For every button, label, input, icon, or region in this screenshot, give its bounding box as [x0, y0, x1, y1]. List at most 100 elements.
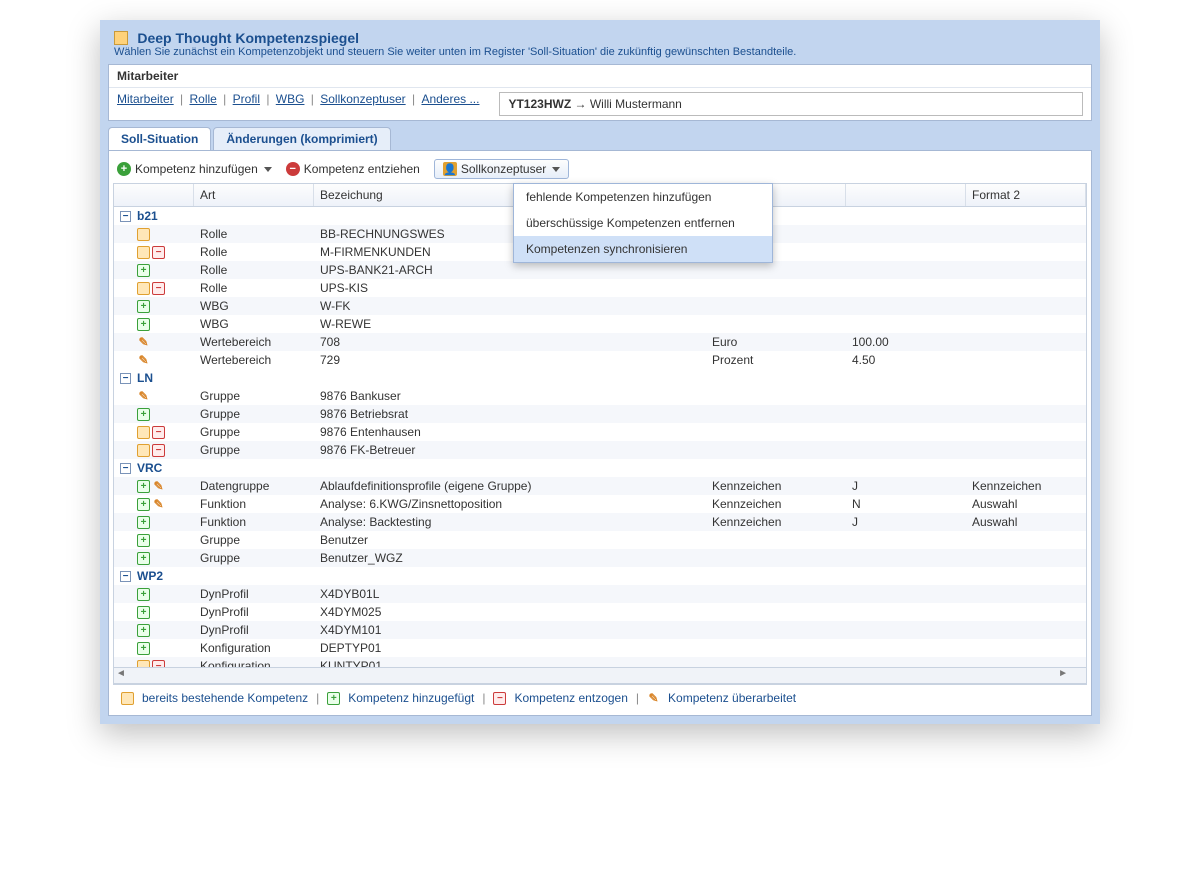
minus-red-icon: − [152, 282, 165, 295]
nav-link-anderes-[interactable]: Anderes ... [421, 92, 479, 106]
arrow: → [575, 97, 587, 111]
collapse-icon[interactable]: − [120, 571, 131, 582]
cell-bezeichnung: 9876 FK-Betreuer [314, 441, 706, 459]
table-row[interactable]: + −RolleUPS-KIS [114, 279, 1086, 297]
separator: | [220, 92, 230, 106]
group-name: WP2 [137, 569, 163, 583]
table-row[interactable]: ++FunktionAnalyse: BacktestingKennzeiche… [114, 513, 1086, 531]
table-row[interactable]: ++RolleUPS-BANK21-ARCH [114, 261, 1086, 279]
group-row[interactable]: −LN [114, 369, 1086, 387]
group-name: VRC [137, 461, 162, 475]
cell-bezeichnung: W-REWE [314, 315, 706, 333]
col-format2[interactable]: Format 2 [966, 184, 1086, 206]
group-row[interactable]: −VRC [114, 459, 1086, 477]
toolbar: + Kompetenz hinzufügen − Kompetenz entzi… [113, 155, 1087, 183]
menu-item[interactable]: überschüssige Kompetenzen entfernen [514, 210, 772, 236]
collapse-icon[interactable]: − [120, 373, 131, 384]
plus-green-icon: + [137, 552, 150, 565]
cell-bezeichnung: 9876 Entenhausen [314, 423, 706, 441]
grid-body[interactable]: −b21+ RolleBB-RECHNUNGSWES+ −RolleM-FIRM… [114, 207, 1086, 667]
remove-competence-button[interactable]: − Kompetenz entziehen [286, 162, 420, 176]
cell-bezeichnung: 729 [314, 351, 706, 369]
add-competence-button[interactable]: + Kompetenz hinzufügen [117, 162, 272, 176]
cell-value [846, 412, 966, 416]
menu-item[interactable]: Kompetenzen synchronisieren [514, 236, 772, 262]
table-row[interactable]: ++DynProfilX4DYM025 [114, 603, 1086, 621]
pencil-icon: ✎ [152, 498, 165, 511]
mitarbeiter-type-links: Mitarbeiter | Rolle | Profil | WBG | Sol… [117, 92, 479, 106]
existing-icon [121, 692, 134, 705]
cell-format1 [706, 322, 846, 326]
added-icon: + [327, 692, 340, 705]
cell-value [846, 394, 966, 398]
plus-green-icon: + [137, 318, 150, 331]
cell-value [846, 232, 966, 236]
collapse-icon[interactable]: − [120, 463, 131, 474]
cell-format1 [706, 592, 846, 596]
cell-bezeichnung: 9876 Bankuser [314, 387, 706, 405]
table-row[interactable]: +✎Wertebereich708Euro100.00 [114, 333, 1086, 351]
col-value[interactable] [846, 184, 966, 206]
window-title: Deep Thought Kompetenzspiegel [137, 30, 359, 46]
legend: bereits bestehende Kompetenz | + Kompete… [113, 684, 1087, 711]
cell-bezeichnung: Ablaufdefinitionsprofile (eigene Gruppe) [314, 477, 706, 495]
nav-link-mitarbeiter[interactable]: Mitarbeiter [117, 92, 174, 106]
table-row[interactable]: + −KonfigurationKUNTYP01 [114, 657, 1086, 667]
cell-bezeichnung: DEPTYP01 [314, 639, 706, 657]
group-row[interactable]: −WP2 [114, 567, 1086, 585]
cell-bezeichnung: Benutzer_WGZ [314, 549, 706, 567]
table-row[interactable]: ++DynProfilX4DYB01L [114, 585, 1086, 603]
cell-format2 [966, 628, 1086, 632]
table-row[interactable]: ++KonfigurationDEPTYP01 [114, 639, 1086, 657]
table-row[interactable]: ++✎FunktionAnalyse: 6.KWG/Zinsnettoposit… [114, 495, 1086, 513]
nav-link-profil[interactable]: Profil [233, 92, 260, 106]
pencil-icon: ✎ [137, 336, 150, 349]
cell-value: 4.50 [846, 351, 966, 369]
cell-format2 [966, 286, 1086, 290]
user-icon: 👤 [443, 162, 457, 176]
cell-format1 [706, 394, 846, 398]
horizontal-scrollbar[interactable] [114, 667, 1086, 683]
cell-bezeichnung: Analyse: 6.KWG/Zinsnettoposition [314, 495, 706, 513]
cell-value [846, 322, 966, 326]
table-row[interactable]: +✎Wertebereich729Prozent4.50 [114, 351, 1086, 369]
cell-value [846, 304, 966, 308]
nav-link-sollkonzeptuser[interactable]: Sollkonzeptuser [320, 92, 405, 106]
tab-soll-situation[interactable]: Soll-Situation [108, 127, 211, 150]
cell-format2: Kennzeichen [966, 477, 1086, 495]
table-row[interactable]: ++DynProfilX4DYM101 [114, 621, 1086, 639]
sollkonzeptuser-dropdown[interactable]: 👤 Sollkonzeptuser [434, 159, 569, 179]
cell-bezeichnung: Benutzer [314, 531, 706, 549]
nav-link-wbg[interactable]: WBG [276, 92, 305, 106]
menu-item[interactable]: fehlende Kompetenzen hinzufügen [514, 184, 772, 210]
collapse-icon[interactable]: − [120, 211, 131, 222]
cell-bezeichnung: UPS-BANK21-ARCH [314, 261, 706, 279]
cell-bezeichnung: UPS-KIS [314, 279, 706, 297]
cell-art: DynProfil [194, 603, 314, 621]
table-row[interactable]: ++WBGW-FK [114, 297, 1086, 315]
table-row[interactable]: ++✎DatengruppeAblaufdefinitionsprofile (… [114, 477, 1086, 495]
table-row[interactable]: ++GruppeBenutzer [114, 531, 1086, 549]
remove-competence-label: Kompetenz entziehen [304, 162, 420, 176]
table-row[interactable]: + −Gruppe9876 FK-Betreuer [114, 441, 1086, 459]
col-art[interactable]: Art [194, 184, 314, 206]
cell-bezeichnung: 9876 Betriebsrat [314, 405, 706, 423]
col-icons[interactable] [114, 184, 194, 206]
cell-value [846, 628, 966, 632]
table-row[interactable]: + −Gruppe9876 Entenhausen [114, 423, 1086, 441]
table-row[interactable]: ++WBGW-REWE [114, 315, 1086, 333]
table-row[interactable]: ++GruppeBenutzer_WGZ [114, 549, 1086, 567]
cell-art: Rolle [194, 261, 314, 279]
cell-art: WBG [194, 297, 314, 315]
table-row[interactable]: +✎Gruppe9876 Bankuser [114, 387, 1086, 405]
table-row[interactable]: ++Gruppe9876 Betriebsrat [114, 405, 1086, 423]
minus-red-icon: − [152, 444, 165, 457]
cell-art: Gruppe [194, 387, 314, 405]
plus-green-icon: + [137, 588, 150, 601]
tab-aenderungen[interactable]: Änderungen (komprimiert) [213, 127, 390, 150]
cell-art: Gruppe [194, 531, 314, 549]
cell-format1 [706, 556, 846, 560]
cell-format1 [706, 286, 846, 290]
minus-red-icon: − [152, 246, 165, 259]
nav-link-rolle[interactable]: Rolle [189, 92, 216, 106]
